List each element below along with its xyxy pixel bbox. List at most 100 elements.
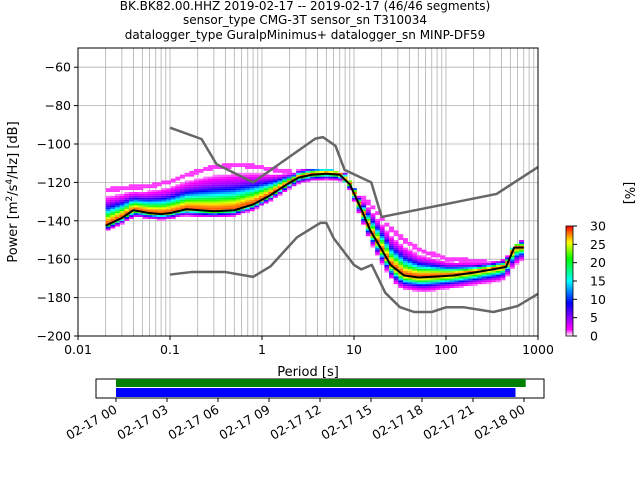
pdf-cell	[421, 282, 427, 285]
pdf-cell	[152, 199, 158, 202]
pdf-cell	[347, 180, 353, 183]
pdf-cell	[189, 207, 195, 210]
pdf-cell	[416, 259, 422, 262]
pdf-cell	[416, 261, 422, 264]
pdf-cell	[193, 205, 199, 208]
pdf-cell	[193, 203, 199, 206]
pdf-cell	[375, 247, 381, 250]
pdf-cell	[495, 261, 501, 264]
pdf-cell	[454, 268, 460, 271]
pdf-cell	[393, 280, 399, 283]
pdf-cell	[430, 280, 436, 283]
pdf-cell	[193, 172, 199, 175]
y-tick-label: −180	[37, 290, 71, 305]
pdf-cell	[491, 278, 497, 281]
pdf-cell	[519, 241, 525, 244]
pdf-cell	[300, 180, 306, 183]
pdf-cell	[472, 261, 478, 264]
pdf-cell	[426, 268, 432, 271]
pdf-cell	[440, 264, 446, 267]
pdf-cell	[203, 186, 209, 189]
pdf-cell	[277, 182, 283, 185]
pdf-cell	[296, 170, 302, 173]
pdf-cell	[365, 207, 371, 210]
pdf-cell	[119, 213, 125, 216]
pdf-cell	[375, 220, 381, 223]
pdf-cell	[119, 195, 125, 198]
pdf-cell	[449, 272, 455, 275]
pdf-cell	[463, 284, 469, 287]
pdf-cell	[398, 253, 404, 256]
pdf-cell	[189, 180, 195, 183]
pdf-cell	[212, 215, 218, 217]
pdf-cell	[407, 241, 413, 244]
pdf-cell	[105, 188, 111, 191]
pdf-cell	[263, 192, 269, 194]
pdf-cell	[170, 186, 176, 189]
pdf-cell	[124, 215, 130, 217]
pdf-cell	[282, 188, 288, 191]
pdf-cell	[147, 205, 153, 208]
pdf-cell	[398, 249, 404, 252]
pdf-cell	[245, 199, 250, 202]
pdf-cell	[481, 278, 487, 281]
pdf-cell	[370, 236, 376, 239]
pdf-cell	[505, 272, 511, 275]
pdf-cell	[105, 216, 111, 219]
pdf-cell	[193, 195, 199, 198]
pdf-cell	[481, 276, 487, 279]
pdf-cell	[124, 218, 130, 221]
pdf-cell	[156, 215, 162, 217]
pdf-cell	[198, 199, 204, 202]
colorbar-tick-label: 5	[590, 310, 598, 325]
pdf-cell	[221, 197, 227, 200]
pdf-cell	[402, 280, 408, 283]
pdf-cell	[426, 282, 432, 285]
pdf-cell	[402, 240, 408, 242]
pdf-cell	[509, 263, 515, 265]
pdf-cell	[142, 199, 148, 202]
pdf-cell	[430, 284, 436, 287]
pdf-cell	[119, 201, 125, 204]
pdf-cell	[226, 165, 232, 168]
pdf-cell	[398, 286, 404, 288]
pdf-cell	[180, 199, 185, 202]
pdf-cell	[161, 207, 167, 210]
pdf-cell	[440, 282, 446, 285]
pdf-cell	[240, 193, 246, 196]
pdf-cell	[384, 253, 390, 256]
pdf-cell	[454, 286, 460, 288]
pdf-cell	[170, 205, 176, 208]
timeline-tick-label: 02-17 09	[216, 402, 272, 443]
pdf-cell	[454, 264, 460, 267]
pdf-cell	[463, 270, 469, 273]
pdf-cell	[198, 197, 204, 200]
pdf-cell	[245, 172, 250, 175]
pdf-cell	[370, 228, 376, 231]
pdf-cell	[379, 218, 385, 221]
pdf-cell	[105, 207, 111, 210]
pdf-cell	[393, 263, 399, 265]
pdf-cell	[221, 182, 227, 185]
pdf-cell	[170, 215, 176, 217]
pdf-cell	[193, 190, 199, 192]
pdf-cell	[128, 197, 134, 200]
pdf-cell	[416, 286, 422, 288]
pdf-cell	[430, 251, 436, 254]
pdf-cell	[365, 232, 371, 235]
pdf-cell	[231, 188, 237, 191]
pdf-cell	[207, 193, 213, 196]
pdf-cell	[268, 178, 274, 181]
pdf-cell	[337, 176, 343, 179]
pdf-cell	[110, 209, 116, 212]
pdf-cell	[198, 168, 204, 171]
pdf-cell	[124, 201, 130, 204]
pdf-cell	[272, 182, 278, 185]
pdf-cell	[365, 215, 371, 217]
pdf-cell	[426, 289, 432, 292]
pdf-cell	[272, 186, 278, 189]
pdf-cell	[249, 188, 255, 191]
pdf-cell	[180, 197, 185, 200]
pdf-cell	[416, 278, 422, 281]
